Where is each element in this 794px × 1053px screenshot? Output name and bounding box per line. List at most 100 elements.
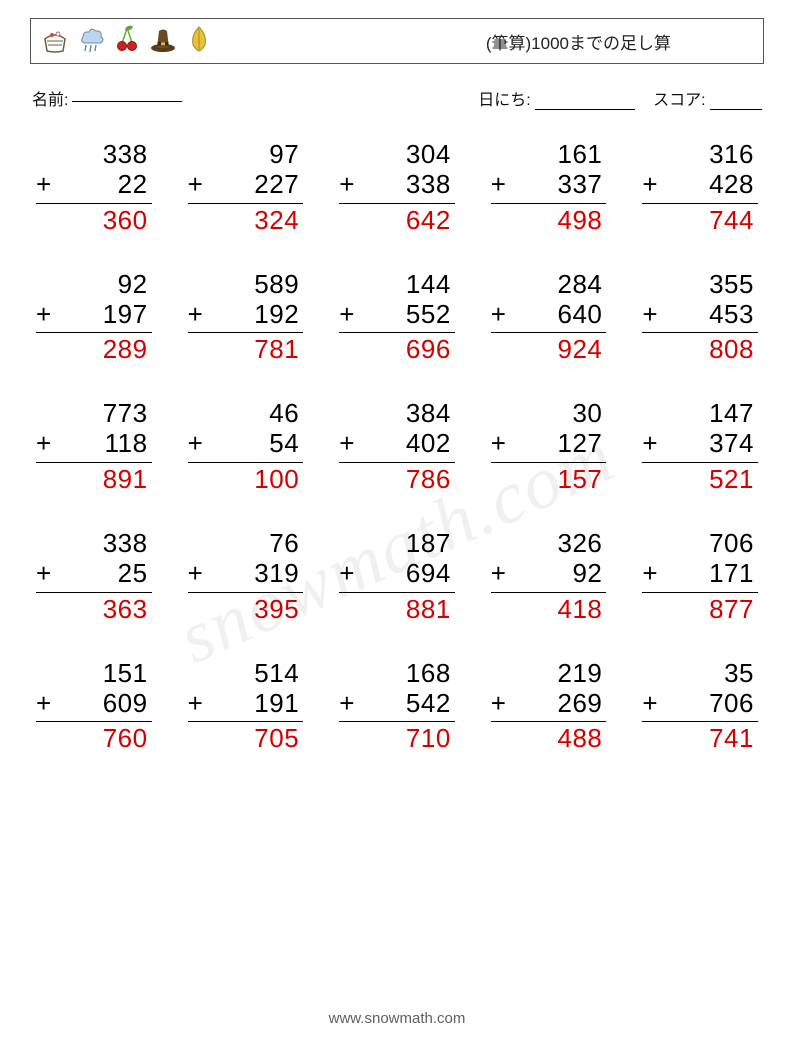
addition-problem: 151+609760 <box>36 659 152 755</box>
addition-problem: 284+640924 <box>491 270 607 366</box>
answer: 418 <box>491 592 607 625</box>
addition-problem: 97+227324 <box>188 140 304 236</box>
addition-problem: 384+402786 <box>339 399 455 495</box>
answer: 781 <box>188 332 304 365</box>
augend: 338 <box>36 140 152 170</box>
addend: 22 <box>52 170 148 200</box>
worksheet-title: (筆算)1000までの足し算 <box>486 29 751 54</box>
answer: 498 <box>491 203 607 236</box>
addition-problem: 316+428744 <box>642 140 758 236</box>
score-blank[interactable] <box>710 94 762 110</box>
augend: 773 <box>36 399 152 429</box>
pilgrim-hat-icon <box>147 23 179 60</box>
augend: 151 <box>36 659 152 689</box>
addition-problem: 30+127157 <box>491 399 607 495</box>
augend: 316 <box>642 140 758 170</box>
addition-problem: 144+552696 <box>339 270 455 366</box>
operator: + <box>188 689 204 719</box>
addend: 319 <box>203 559 299 589</box>
answer: 760 <box>36 721 152 754</box>
addend: 54 <box>203 429 299 459</box>
augend: 706 <box>642 529 758 559</box>
operator: + <box>491 559 507 589</box>
answer: 289 <box>36 332 152 365</box>
operator: + <box>188 429 204 459</box>
operator: + <box>339 559 355 589</box>
addition-problem: 161+337498 <box>491 140 607 236</box>
augend: 326 <box>491 529 607 559</box>
addition-problem: 589+192781 <box>188 270 304 366</box>
answer: 891 <box>36 462 152 495</box>
addend: 542 <box>355 689 451 719</box>
operator: + <box>642 300 658 330</box>
answer: 521 <box>642 462 758 495</box>
problems-grid: 338+22360 97+227324 304+338642 161+337498 31… <box>30 140 764 754</box>
footer-link[interactable]: www.snowmath.com <box>0 1010 794 1027</box>
addend: 337 <box>506 170 602 200</box>
leaf-icon <box>183 23 215 60</box>
operator: + <box>339 689 355 719</box>
addend: 402 <box>355 429 451 459</box>
augend: 355 <box>642 270 758 300</box>
answer: 705 <box>188 721 304 754</box>
addition-problem: 147+374521 <box>642 399 758 495</box>
addend: 127 <box>506 429 602 459</box>
augend: 35 <box>642 659 758 689</box>
answer: 881 <box>339 592 455 625</box>
augend: 92 <box>36 270 152 300</box>
addend: 227 <box>203 170 299 200</box>
header-box: (筆算)1000までの足し算 <box>30 18 764 64</box>
answer: 924 <box>491 332 607 365</box>
addition-problem: 76+319395 <box>188 529 304 625</box>
addition-problem: 46+54100 <box>188 399 304 495</box>
date-label: 日にち: <box>478 92 530 109</box>
augend: 384 <box>339 399 455 429</box>
answer: 157 <box>491 462 607 495</box>
answer: 100 <box>188 462 304 495</box>
addend: 269 <box>506 689 602 719</box>
operator: + <box>188 559 204 589</box>
operator: + <box>339 429 355 459</box>
augend: 46 <box>188 399 304 429</box>
addition-problem: 168+542710 <box>339 659 455 755</box>
answer: 808 <box>642 332 758 365</box>
operator: + <box>339 170 355 200</box>
augend: 147 <box>642 399 758 429</box>
addend: 338 <box>355 170 451 200</box>
operator: + <box>642 170 658 200</box>
answer: 696 <box>339 332 455 365</box>
addition-problem: 355+453808 <box>642 270 758 366</box>
answer: 642 <box>339 203 455 236</box>
worksheet-page: (筆算)1000までの足し算 名前: 日にち: スコア: 338+22360 97… <box>0 0 794 754</box>
name-blank[interactable] <box>72 86 182 102</box>
name-label: 名前: <box>32 86 68 110</box>
operator: + <box>36 559 52 589</box>
operator: + <box>491 429 507 459</box>
addend: 609 <box>52 689 148 719</box>
addition-problem: 187+694881 <box>339 529 455 625</box>
operator: + <box>642 429 658 459</box>
augend: 144 <box>339 270 455 300</box>
operator: + <box>642 689 658 719</box>
augend: 30 <box>491 399 607 429</box>
augend: 76 <box>188 529 304 559</box>
addition-problem: 514+191705 <box>188 659 304 755</box>
addend: 191 <box>203 689 299 719</box>
score-label: スコア: <box>653 92 705 109</box>
operator: + <box>188 170 204 200</box>
addend: 640 <box>506 300 602 330</box>
operator: + <box>36 429 52 459</box>
date-blank[interactable] <box>535 94 635 110</box>
augend: 168 <box>339 659 455 689</box>
operator: + <box>36 170 52 200</box>
augend: 284 <box>491 270 607 300</box>
operator: + <box>491 689 507 719</box>
addition-problem: 338+22360 <box>36 140 152 236</box>
addition-problem: 92+197289 <box>36 270 152 366</box>
operator: + <box>188 300 204 330</box>
rain-cloud-icon <box>75 23 107 60</box>
addition-problem: 304+338642 <box>339 140 455 236</box>
basket-icon <box>39 23 71 60</box>
cherries-icon <box>111 23 143 60</box>
addend: 25 <box>52 559 148 589</box>
